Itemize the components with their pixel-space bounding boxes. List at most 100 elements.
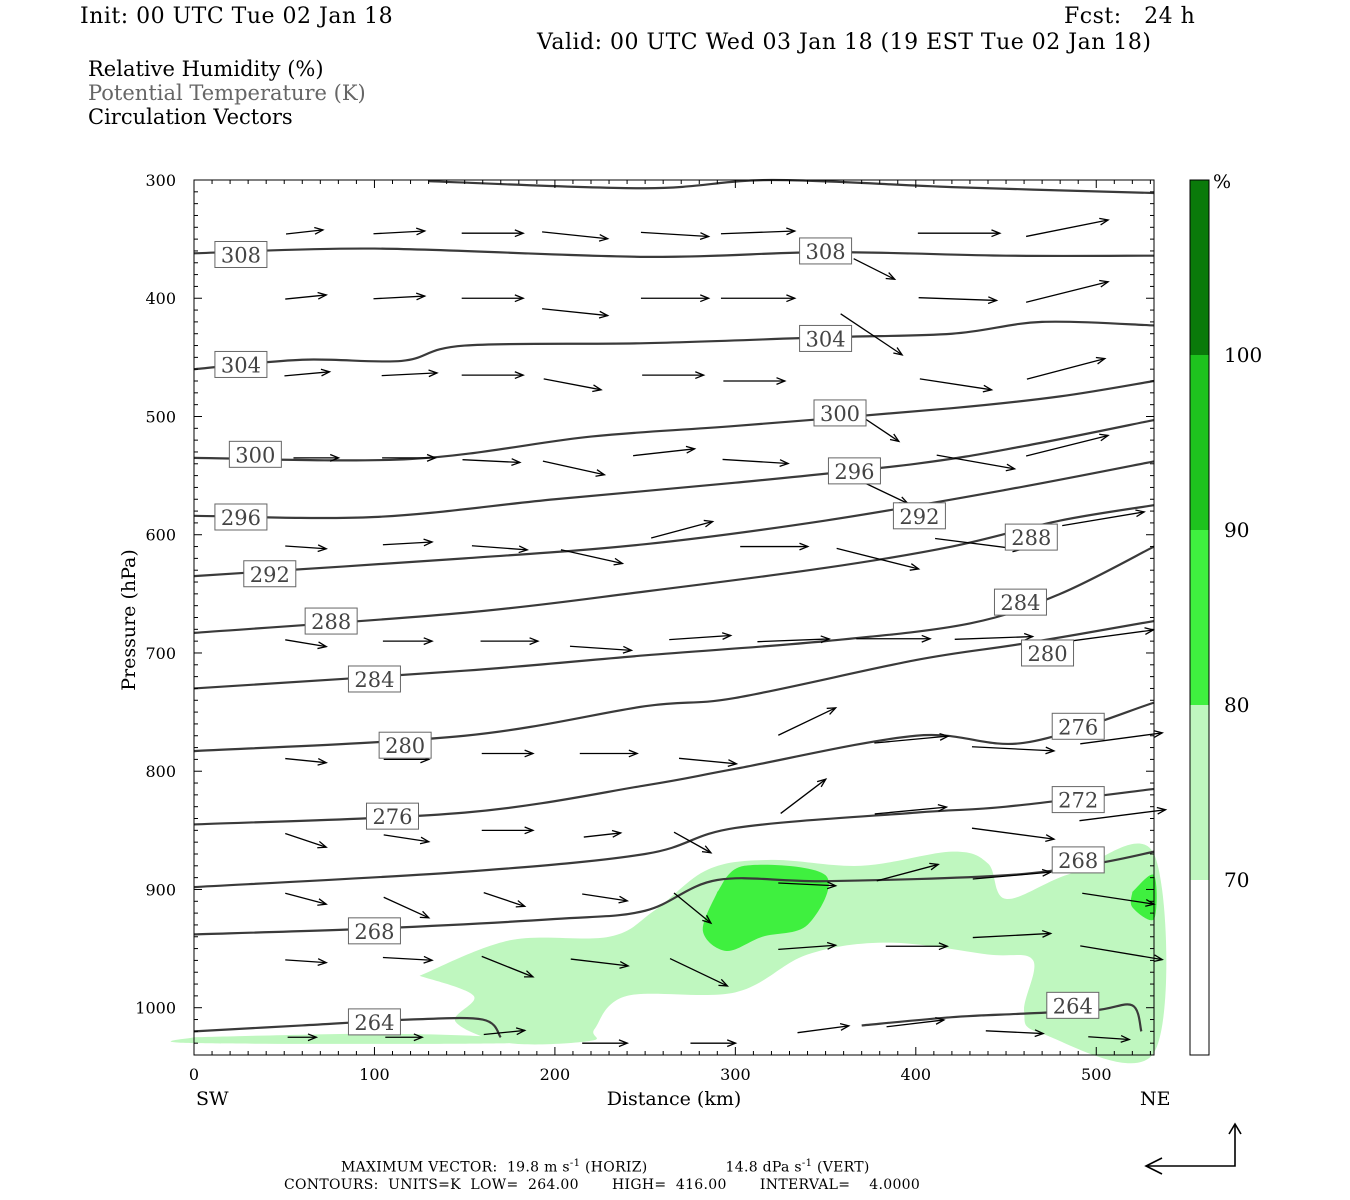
circulation-vector	[287, 1033, 319, 1042]
circulation-vector	[483, 892, 527, 908]
contour-label-296: 296	[827, 457, 881, 485]
circulation-vector	[936, 454, 1017, 472]
svg-text:284: 284	[1000, 591, 1040, 615]
circulation-vector	[1071, 627, 1155, 642]
init-time: Init: 00 UTC Tue 02 Jan 18	[80, 4, 394, 29]
contour-label-288: 288	[304, 607, 358, 635]
circulation-vector	[886, 1016, 946, 1028]
contour-label-264: 264	[347, 1008, 401, 1036]
forecast-hour: Fcst: 24 h	[1064, 4, 1196, 29]
circulation-vector	[542, 308, 610, 319]
circulation-vector	[1062, 509, 1146, 527]
colorbar-segment	[1190, 705, 1209, 880]
svg-text:296: 296	[221, 506, 261, 530]
svg-text:264: 264	[1053, 994, 1093, 1018]
colorbar: % 100 90 80 70	[1189, 171, 1262, 1056]
contour-label-304: 304	[799, 324, 853, 352]
circulation-vector	[633, 445, 697, 457]
svg-text:288: 288	[311, 610, 351, 634]
max-vector-info: MAXIMUM VECTOR: 19.8 m s-1 (HORIZ) 14.8 d…	[341, 1158, 870, 1176]
theta-contour-280-5	[193, 619, 1155, 753]
theta-contour-272-3	[193, 787, 1155, 889]
contour-label-280: 280	[1021, 639, 1075, 667]
circulation-vector	[542, 231, 610, 242]
max-vector-horizontal-suffix: (HORIZ)	[580, 1159, 648, 1176]
contour-label-280: 280	[378, 731, 432, 759]
x-tick-label: 500	[1081, 1065, 1112, 1084]
legend-potential-temperature: Potential Temperature (K)	[88, 81, 366, 105]
circulation-vector	[723, 377, 787, 385]
circulation-vector	[885, 942, 950, 951]
rh-region-70-1	[170, 1033, 536, 1044]
theta-contour-312-13	[428, 178, 1155, 195]
circulation-vector	[690, 1039, 738, 1048]
svg-text:308: 308	[806, 240, 846, 264]
circulation-vector	[285, 892, 328, 906]
contour-label-284: 284	[347, 665, 401, 693]
svg-text:292: 292	[899, 505, 939, 529]
circulation-vector	[373, 227, 427, 236]
circulation-vector	[285, 958, 328, 966]
svg-text:276: 276	[372, 805, 412, 829]
svg-text:284: 284	[354, 668, 394, 692]
circulation-vector	[673, 831, 713, 854]
circulation-vector	[382, 955, 434, 964]
colorbar-unit: %	[1213, 171, 1231, 193]
theta-contour-308-12	[193, 247, 1155, 259]
circulation-vector	[673, 892, 713, 925]
svg-text:280: 280	[385, 734, 425, 758]
circulation-vector	[285, 832, 328, 849]
circulation-vector	[481, 955, 535, 978]
circulation-vector	[480, 637, 540, 646]
circulation-vector	[1080, 945, 1164, 963]
svg-text:296: 296	[834, 460, 874, 484]
x-tick-label: 400	[901, 1065, 932, 1084]
circulation-vector	[381, 369, 439, 378]
contour-label-264: 264	[1046, 991, 1100, 1019]
contour-label-292: 292	[243, 560, 297, 588]
circulation-vector	[293, 453, 341, 462]
contour-label-296: 296	[214, 503, 268, 531]
circulation-vector	[971, 827, 1056, 842]
circulation-vector	[740, 542, 810, 551]
svg-text:308: 308	[221, 243, 261, 267]
svg-text:264: 264	[354, 1011, 394, 1035]
circulation-vector	[483, 1027, 527, 1036]
circulation-vector	[1079, 806, 1168, 822]
max-vector-horizontal-exponent: -1	[569, 1158, 581, 1169]
x-tick-label: 0	[189, 1065, 199, 1084]
legend-circulation-vectors: Circulation Vectors	[88, 105, 293, 129]
y-tick-label: 300	[145, 171, 176, 190]
max-vector-horizontal: MAXIMUM VECTOR: 19.8 m s	[341, 1159, 570, 1176]
circulation-vector	[583, 829, 623, 838]
colorbar-segment	[1190, 180, 1209, 355]
svg-text:272: 272	[1058, 789, 1098, 813]
svg-text:268: 268	[1058, 849, 1098, 873]
circulation-vector	[840, 313, 904, 356]
circulation-vector	[918, 296, 999, 305]
contour-labels: 264 264 268 268 272 276 276 280 280 284 284 288 288 2…	[214, 237, 1105, 1036]
circulation-vector	[542, 460, 607, 477]
rh-region-70-0	[419, 843, 1167, 1064]
svg-text:288: 288	[1011, 526, 1051, 550]
contour-label-300: 300	[813, 399, 867, 427]
circulation-vector	[385, 1033, 424, 1042]
circulation-vector	[919, 378, 994, 393]
circulation-vector	[856, 634, 932, 643]
y-tick-label: 900	[145, 880, 176, 899]
colorbar-segment	[1190, 530, 1209, 705]
contour-label-292: 292	[892, 502, 946, 530]
circulation-vector	[778, 941, 838, 951]
circulation-vector	[382, 453, 438, 462]
circulation-vector	[720, 294, 797, 303]
circulation-vector	[797, 1023, 851, 1034]
svg-text:268: 268	[354, 920, 394, 944]
circulation-vector	[640, 231, 711, 240]
circulation-vector	[985, 1029, 1045, 1038]
rh-region-80-2	[702, 864, 829, 952]
cross-section-chart: 264 264 268 268 272 276 276 280 280 284 284 288 288 2…	[118, 171, 1262, 1110]
circulation-vector	[1025, 217, 1110, 238]
circulation-vector	[462, 458, 522, 466]
circulation-vector	[383, 834, 431, 845]
max-vector-vertical: 14.8 dPa s	[725, 1159, 802, 1176]
